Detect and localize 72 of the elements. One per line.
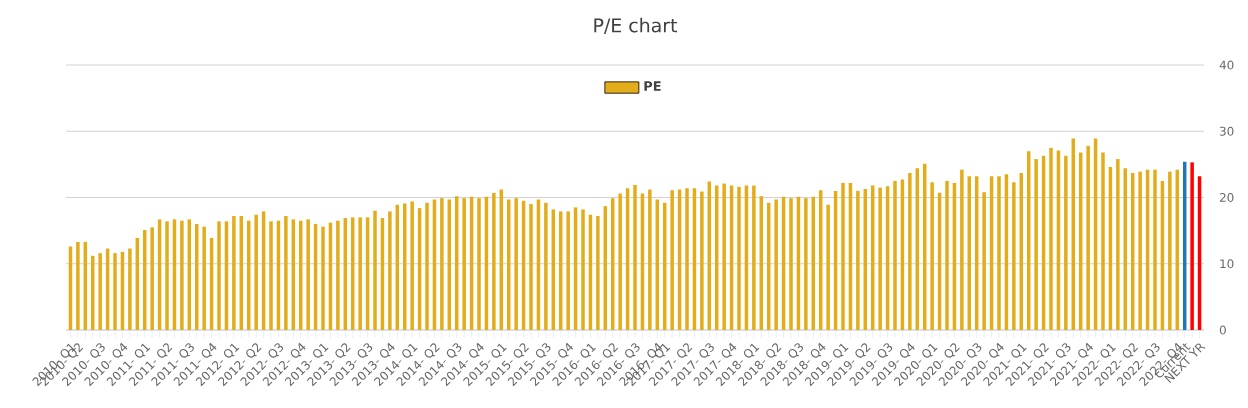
- bar: [306, 219, 310, 330]
- bar: [440, 198, 444, 330]
- bar: [1138, 171, 1142, 330]
- bar: [670, 190, 674, 330]
- bar: [878, 187, 882, 330]
- bar: [373, 210, 377, 330]
- bar: [217, 221, 221, 330]
- bar: [76, 241, 80, 330]
- bar: [254, 214, 258, 330]
- bar: [232, 216, 236, 330]
- bar: [388, 211, 392, 330]
- bar: [596, 216, 600, 330]
- bar: [1116, 159, 1120, 330]
- bar: [581, 209, 585, 330]
- bar: [945, 180, 949, 330]
- y-tick-label: 10: [1220, 259, 1234, 269]
- bar: [321, 226, 325, 330]
- bar: [908, 172, 912, 330]
- bar: [514, 198, 518, 330]
- y-tick-label: 30: [1219, 126, 1234, 136]
- bar: [841, 182, 845, 330]
- bar: [804, 198, 808, 330]
- legend-label: PE: [644, 81, 661, 91]
- bar: [462, 198, 466, 330]
- bar: [165, 221, 169, 330]
- bar: [633, 184, 637, 330]
- bar: [856, 190, 860, 330]
- bar: [98, 253, 102, 330]
- bar: [752, 185, 756, 330]
- bar: [1064, 155, 1068, 330]
- bar: [113, 253, 117, 330]
- bar: [269, 221, 273, 330]
- chart-title: P/E chart: [594, 17, 678, 34]
- bar: [1086, 145, 1090, 330]
- bar: [982, 192, 986, 330]
- bar: [1190, 162, 1194, 330]
- bar: [477, 198, 481, 330]
- bar: [202, 226, 206, 330]
- bar: [893, 180, 897, 330]
- bar: [648, 189, 652, 330]
- bar: [150, 227, 154, 330]
- bar: [1012, 182, 1016, 330]
- bar: [685, 188, 689, 330]
- bar: [1101, 152, 1105, 330]
- bar: [492, 192, 496, 330]
- bar: [566, 211, 570, 330]
- bar: [284, 216, 288, 330]
- bar: [358, 217, 362, 330]
- y-tick-label: 40: [1219, 60, 1234, 70]
- y-tick-label: 0: [1219, 325, 1226, 335]
- bar: [737, 186, 741, 330]
- bar: [618, 193, 622, 330]
- bar: [826, 204, 830, 330]
- bar: [336, 220, 340, 330]
- y-tick-label: 20: [1219, 192, 1234, 203]
- bar: [997, 176, 1001, 330]
- bar: [700, 191, 704, 330]
- bar: [960, 169, 964, 330]
- bar: [544, 202, 548, 330]
- bar: [789, 198, 793, 330]
- bar: [180, 220, 184, 330]
- bar: [930, 182, 934, 330]
- bar: [774, 199, 778, 330]
- bar: [128, 248, 132, 330]
- bar: [1049, 147, 1053, 330]
- bar: [425, 202, 429, 330]
- bar: [1153, 169, 1157, 330]
- bar: [410, 201, 414, 330]
- bar: [1168, 171, 1172, 330]
- bar: [722, 183, 726, 330]
- bar: [529, 204, 533, 330]
- bar: [1034, 159, 1038, 330]
